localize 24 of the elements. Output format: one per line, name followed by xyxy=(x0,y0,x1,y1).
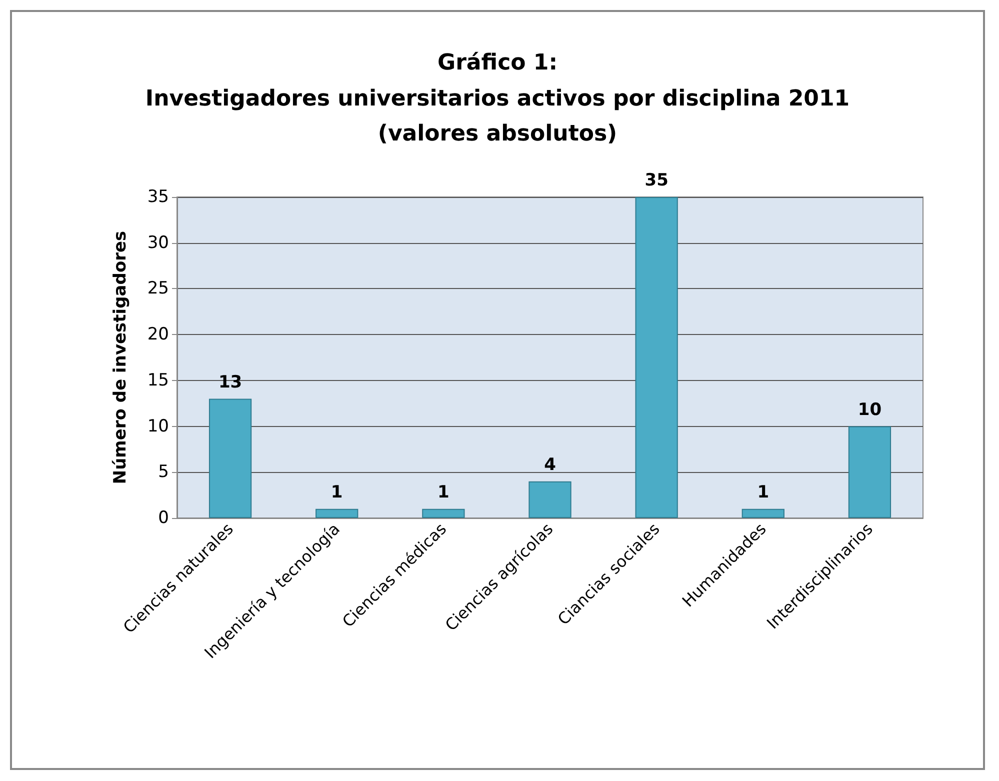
y-tick-label: 35 xyxy=(147,187,169,207)
data-label: 1 xyxy=(438,482,450,502)
data-label: 1 xyxy=(330,482,343,502)
bar xyxy=(422,508,465,518)
chart-subtitle: (valores absolutos) xyxy=(378,122,618,146)
bar xyxy=(848,426,892,518)
bar xyxy=(316,508,358,518)
data-label: 10 xyxy=(858,400,882,420)
bar xyxy=(528,481,572,518)
data-label: 1 xyxy=(757,482,770,502)
y-tick-label: 0 xyxy=(158,508,169,528)
y-tick-label: 20 xyxy=(147,324,169,345)
bar xyxy=(208,398,252,518)
data-label: 4 xyxy=(544,454,556,475)
y-tick-label: 30 xyxy=(147,232,169,253)
bar xyxy=(635,197,678,518)
chart-title: Gráfico 1: Investigadores universitarios activos por disciplina 2011 xyxy=(145,50,850,112)
y-tick-label: 15 xyxy=(147,370,169,390)
y-tick-label: 5 xyxy=(158,462,169,482)
bar xyxy=(742,508,784,518)
data-label: 35 xyxy=(644,170,668,190)
y-axis-title: Número de investigadores xyxy=(110,230,130,484)
y-tick-label: 25 xyxy=(147,278,169,299)
y-tick-label: 10 xyxy=(147,416,169,436)
